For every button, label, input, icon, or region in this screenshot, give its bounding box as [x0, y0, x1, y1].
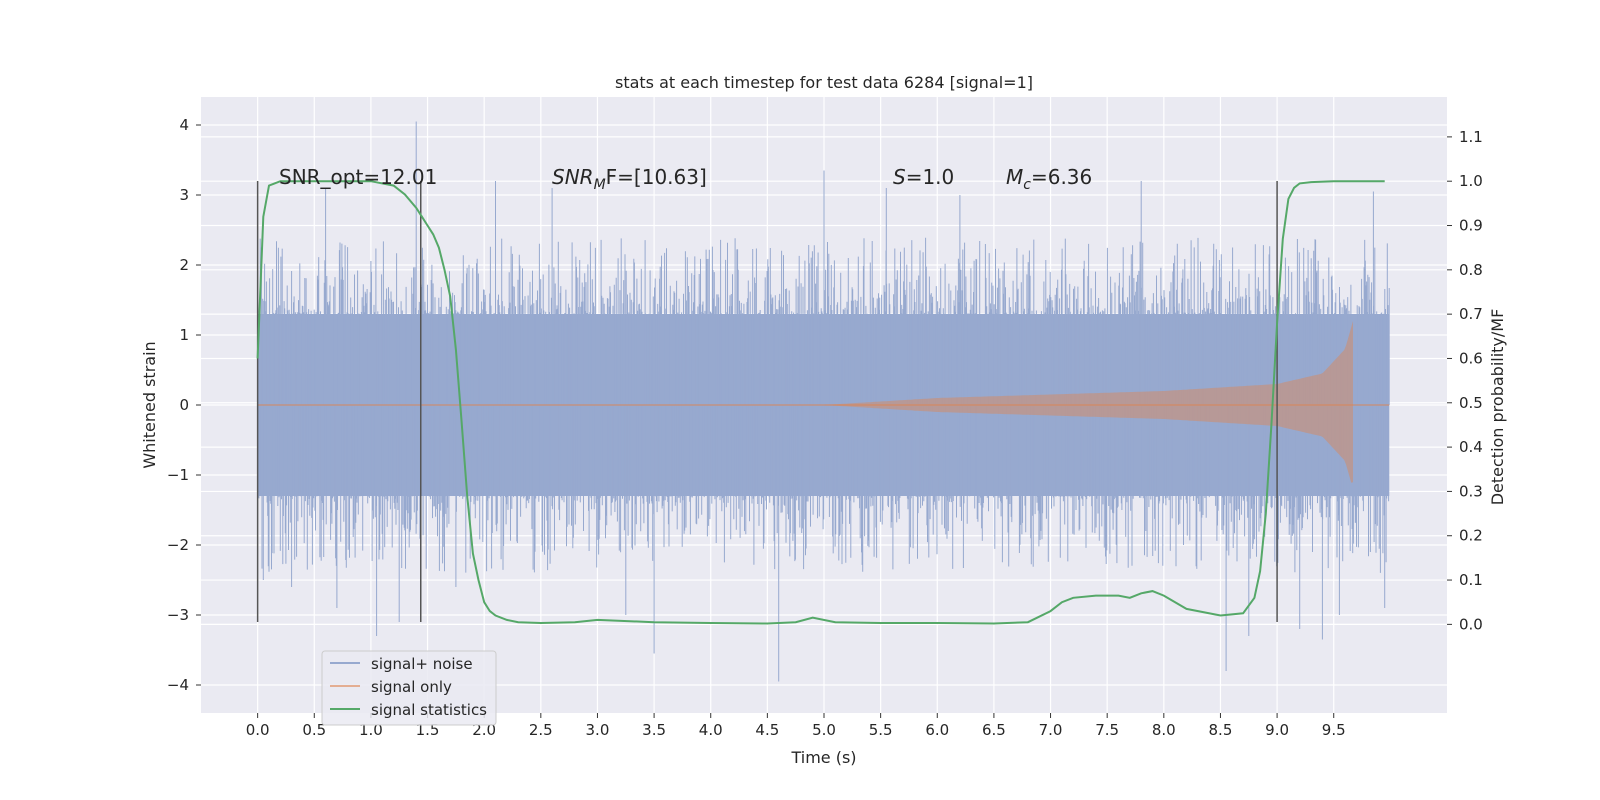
- x-tick-label: 9.0: [1265, 721, 1289, 739]
- y-left-tick-label: 0: [179, 396, 189, 414]
- x-tick-label: 5.0: [812, 721, 836, 739]
- y-left-tick-label: 3: [179, 186, 189, 204]
- x-tick-label: 5.5: [869, 721, 893, 739]
- x-axis-ticks: 0.0 0.5 1.0 1.5 2.0 2.5 3.0 3.5 4.0 4.5 5.0 5.5 6.0 6…: [246, 713, 1346, 739]
- x-tick-label: 8.0: [1152, 721, 1176, 739]
- signal-only-series: [257, 321, 1390, 483]
- statistics-line: [256, 180, 1385, 625]
- annotation-mc: Mc=6.36: [1006, 165, 1092, 193]
- y-right-tick-label: 1.0: [1459, 172, 1483, 190]
- x-tick-label: 3.5: [642, 721, 666, 739]
- y-axis-left-label: Whitened strain: [140, 341, 159, 468]
- y-right-tick-label: 0.7: [1459, 305, 1483, 323]
- x-axis-label: Time (s): [790, 748, 856, 767]
- legend: signal+ noise signal only signal statist…: [321, 650, 497, 726]
- y-right-tick-label: 0.2: [1459, 527, 1483, 545]
- annotation-snr-opt: SNR_opt=12.01: [279, 165, 437, 189]
- statistics-series: [256, 180, 1385, 625]
- x-tick-label: 8.5: [1209, 721, 1233, 739]
- y-right-tick-label: 0.6: [1459, 349, 1483, 367]
- x-tick-label: 4.0: [699, 721, 723, 739]
- x-tick-label: 3.0: [586, 721, 610, 739]
- annotation-snr-mf: SNRMF=[10.63]: [552, 165, 707, 193]
- y-right-tick-label: 0.3: [1459, 482, 1483, 500]
- legend-label-noise: signal+ noise: [371, 655, 473, 673]
- x-tick-label: 9.5: [1322, 721, 1346, 739]
- y-right-tick-label: 0.4: [1459, 438, 1483, 456]
- y-right-tick-label: 0.8: [1459, 261, 1483, 279]
- y-right-axis-ticks: 0.0 0.1 0.2 0.3 0.4 0.5 0.6 0.7 0.8 0.9 1.0 1.1: [1447, 128, 1483, 633]
- x-tick-label: 6.0: [925, 721, 949, 739]
- x-tick-label: 7.5: [1095, 721, 1119, 739]
- y-left-axis-ticks: −4 −3 −2 −1 0 1 2 3 4: [167, 116, 201, 694]
- legend-box: [321, 650, 497, 726]
- y-right-tick-label: 0.5: [1459, 394, 1483, 412]
- y-right-tick-label: 0.1: [1459, 571, 1483, 589]
- x-tick-label: 7.0: [1039, 721, 1063, 739]
- y-left-tick-label: 4: [179, 116, 189, 134]
- y-left-tick-label: −2: [167, 536, 189, 554]
- y-right-tick-label: 1.1: [1459, 128, 1483, 146]
- signal-chirp-envelope: [824, 321, 1353, 483]
- y-right-tick-label: 0.0: [1459, 615, 1483, 633]
- y-left-tick-label: −4: [167, 676, 189, 694]
- event-markers: [256, 181, 1278, 622]
- x-tick-label: 4.5: [755, 721, 779, 739]
- x-tick-label: 6.5: [982, 721, 1006, 739]
- annotation-s: S=1.0: [893, 165, 954, 189]
- x-tick-label: 0.0: [246, 721, 270, 739]
- legend-label-statistics: signal statistics: [371, 701, 487, 719]
- y-right-tick-label: 0.9: [1459, 217, 1483, 235]
- y-axis-right-label: Detection probability/MF: [1488, 309, 1507, 506]
- chart-title: stats at each timestep for test data 628…: [615, 73, 1033, 92]
- y-left-tick-label: −3: [167, 606, 189, 624]
- y-left-tick-label: 2: [179, 256, 189, 274]
- x-tick-label: 0.5: [302, 721, 326, 739]
- y-left-tick-label: −1: [167, 466, 189, 484]
- x-tick-label: 2.5: [529, 721, 553, 739]
- legend-label-signal: signal only: [371, 678, 452, 696]
- y-left-tick-label: 1: [179, 326, 189, 344]
